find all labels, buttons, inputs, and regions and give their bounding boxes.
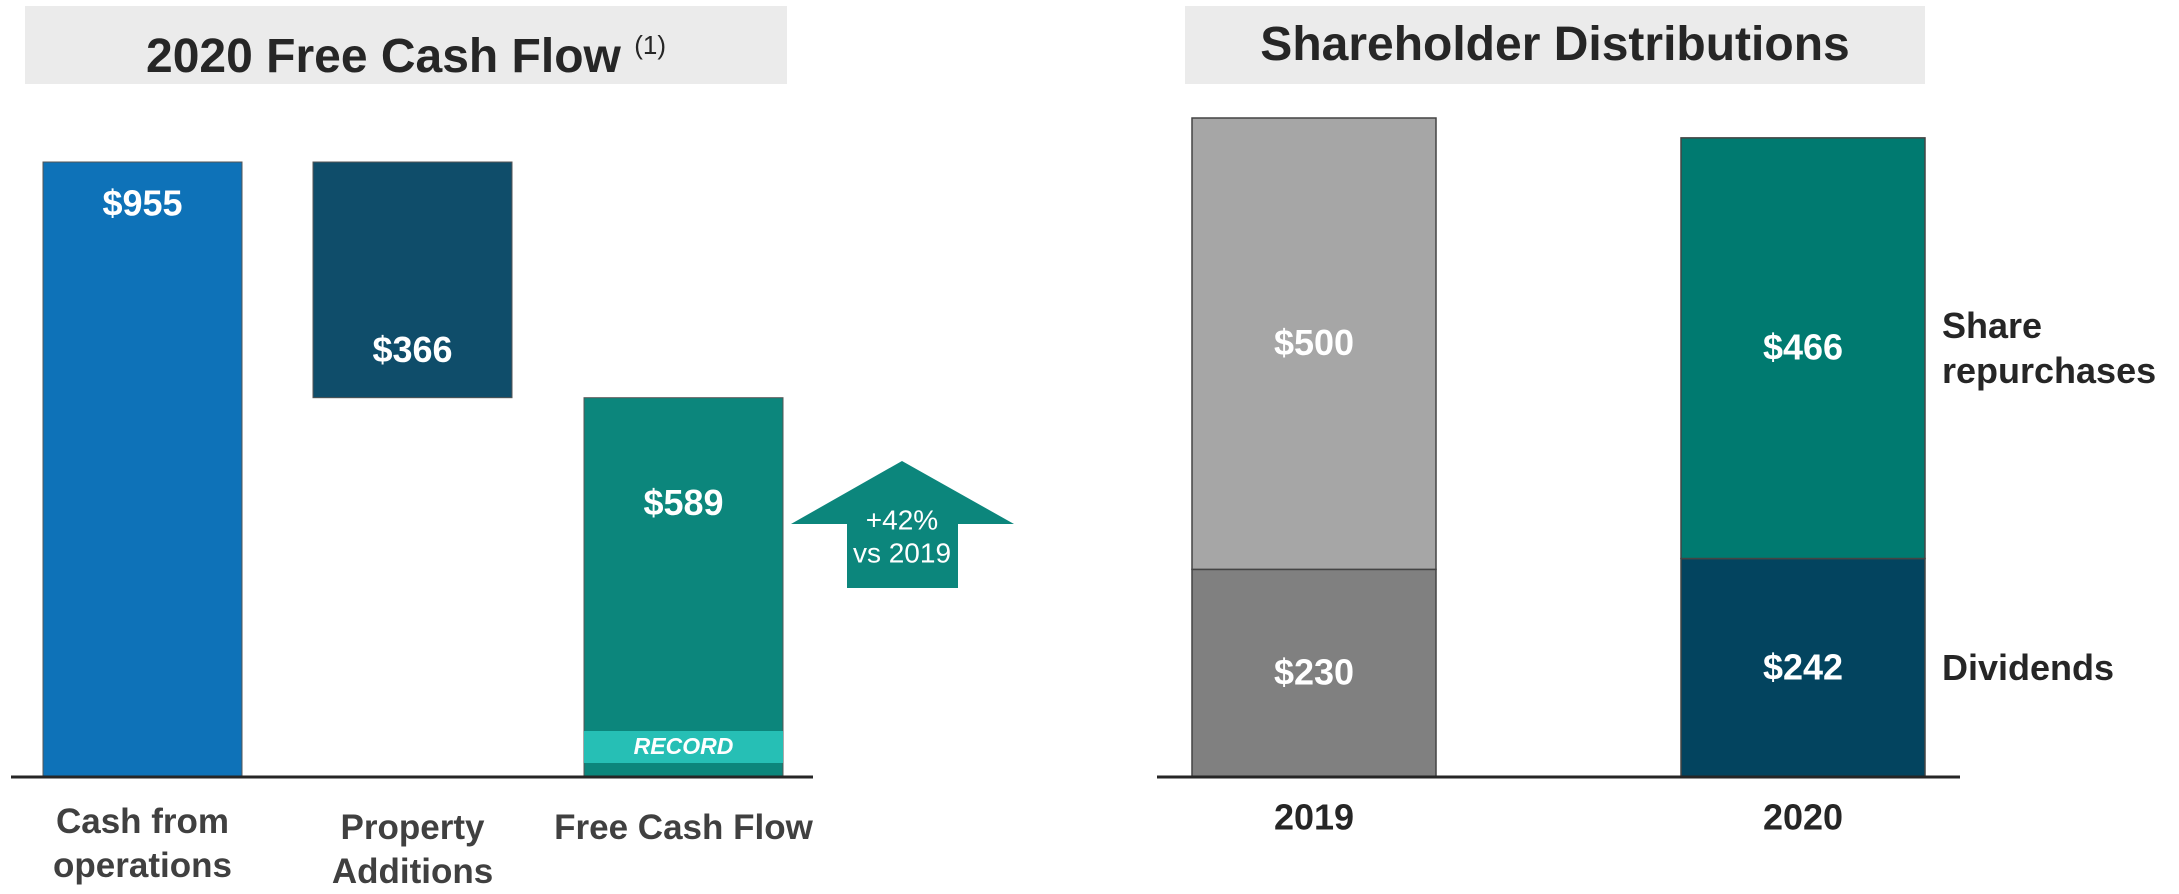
value-label: $242	[1763, 646, 1843, 687]
bar	[42, 161, 243, 778]
value-label: $230	[1274, 652, 1354, 693]
bar-segment	[1191, 568, 1437, 778]
x-tick-label: Free Cash Flow	[554, 808, 813, 847]
bar-segment	[1680, 137, 1926, 560]
record-label: RECORD	[634, 733, 734, 759]
legend-entry: Dividends	[1942, 647, 2115, 689]
bar	[583, 397, 784, 778]
arrow	[791, 461, 1014, 588]
legend-entry: Share repurchases	[1942, 305, 2157, 392]
x-tick-label: Cash from operations	[53, 802, 232, 885]
value-label: $500	[1274, 322, 1354, 363]
value-label: $466	[1763, 327, 1843, 368]
chart-title: Shareholder Distributions	[1260, 18, 1850, 71]
title-note: (1)	[634, 30, 666, 60]
chart-title: 2020 Free Cash Flow	[146, 30, 621, 83]
annotation: +42%	[866, 504, 938, 535]
x-tick-label: 2020	[1763, 797, 1843, 838]
value-label: $366	[372, 329, 452, 370]
value-label: $955	[102, 183, 182, 224]
chart-title-box: Shareholder Distributions	[1185, 6, 1925, 84]
value-label: $589	[643, 482, 723, 523]
annotation: vs 2019	[853, 537, 951, 568]
bar-segment	[1191, 117, 1437, 571]
bar-segment	[1680, 557, 1926, 778]
x-tick-label: 2019	[1274, 797, 1354, 838]
chart-title-box: 2020 Free Cash Flow (1)	[25, 6, 787, 84]
x-tick-label: Property Additions	[331, 808, 494, 891]
bar	[312, 161, 513, 399]
record-band	[584, 731, 783, 763]
